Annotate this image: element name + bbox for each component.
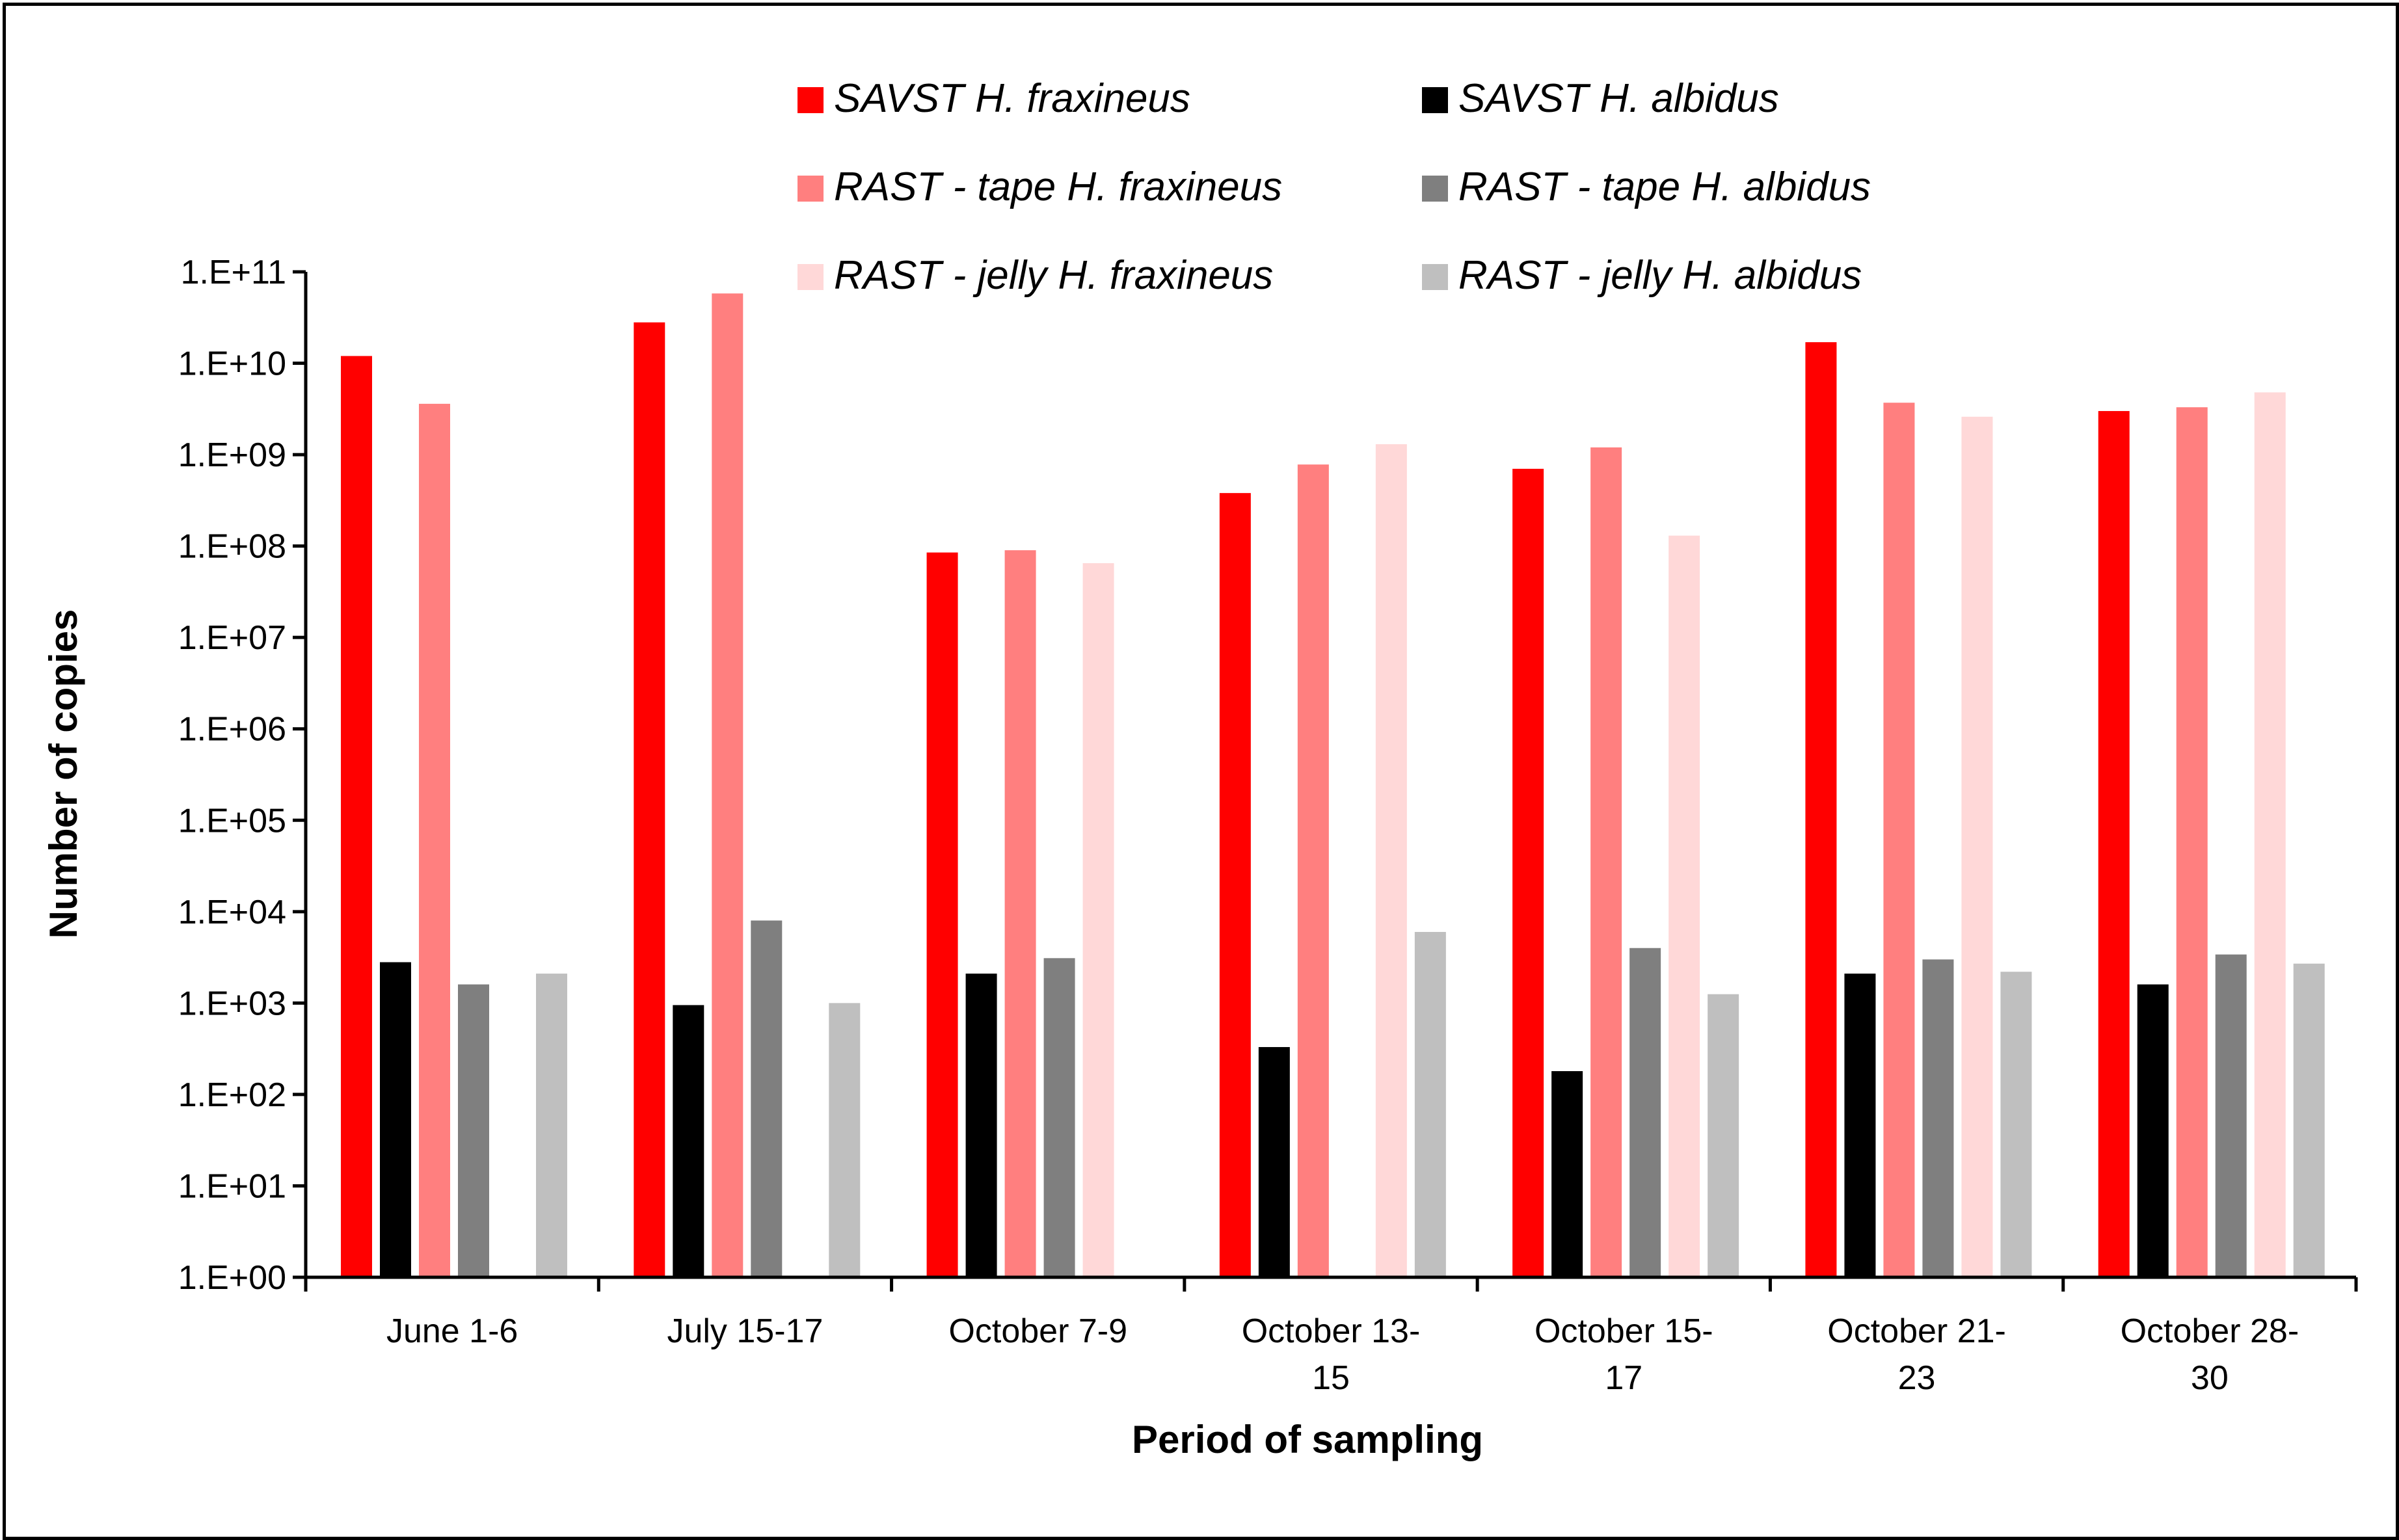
y-tick-label: 1.E+07 [178, 619, 286, 657]
bar [380, 962, 411, 1277]
bar [2000, 972, 2032, 1277]
chart-frame [3, 3, 2399, 1540]
x-tick-label: October 7-9 [948, 1312, 1127, 1350]
bar [634, 322, 665, 1277]
y-tick-label: 1.E+09 [178, 436, 286, 474]
bar [1258, 1047, 1290, 1277]
bar [2254, 392, 2286, 1278]
x-tick-label: October 15-17 [1535, 1312, 1713, 1397]
y-tick-label: 1.E+00 [178, 1259, 286, 1297]
y-tick-label: 1.E+05 [178, 802, 286, 840]
bar [673, 1005, 704, 1277]
legend-label: SAVST H. fraxineus [834, 76, 1190, 121]
bar [1883, 403, 1915, 1278]
bar [1043, 958, 1075, 1277]
y-tick-label: 1.E+06 [178, 711, 286, 749]
legend: SAVST H. fraxineus SAVST H. albidus RAST -… [797, 76, 1871, 298]
x-tick-label: October 21-23 [1827, 1312, 2006, 1397]
legend-swatch [797, 264, 824, 290]
bar [1375, 444, 1407, 1277]
legend-label: RAST - jelly H. albidus [1458, 253, 1862, 298]
bar [1961, 416, 1993, 1277]
bar [1669, 535, 1700, 1278]
x-ticks: June 1-6 July 15-17 October 7-9 October 13-… [304, 1277, 2358, 1397]
y-tick-label: 1.E+11 [181, 254, 286, 291]
legend-label: RAST - tape H. fraxineus [834, 165, 1282, 209]
x-tick-label: June 1-6 [386, 1312, 518, 1350]
legend-label: SAVST H. albidus [1458, 76, 1779, 121]
y-tick-label: 1.E+02 [178, 1076, 286, 1114]
bar [829, 1003, 861, 1277]
bar [712, 293, 744, 1277]
bar [1708, 994, 1739, 1277]
bar [1590, 447, 1622, 1277]
bar [1629, 948, 1661, 1277]
bar [2098, 411, 2130, 1277]
bar [965, 974, 997, 1277]
y-tick-label: 1.E+10 [178, 345, 286, 383]
bar [1844, 974, 1876, 1277]
bar [2293, 963, 2325, 1277]
legend-swatch [797, 176, 824, 202]
legend-swatch [1422, 87, 1448, 113]
y-tick-label: 1.E+01 [178, 1167, 286, 1205]
y-axis-title: Number of copies [42, 609, 85, 939]
legend-label: RAST - jelly H. fraxineus [834, 253, 1273, 298]
y-ticks: 1.E+00 1.E+01 1.E+02 1.E+03 1.E+04 1.E+05 1.E+… [178, 254, 306, 1297]
x-tick-label: October 13-15 [1242, 1312, 1421, 1397]
bar [419, 403, 450, 1277]
y-tick-label: 1.E+04 [178, 894, 286, 931]
bar [458, 984, 489, 1277]
legend-swatch [1422, 176, 1448, 202]
bars [341, 293, 2325, 1278]
bar [751, 920, 783, 1277]
bar [1082, 563, 1114, 1277]
bar [2137, 984, 2169, 1277]
y-tick-label: 1.E+03 [178, 985, 286, 1022]
legend-label: RAST - tape H. albidus [1458, 165, 1871, 209]
legend-swatch [1422, 264, 1448, 290]
legend-swatch [797, 87, 824, 113]
bar [1004, 550, 1036, 1277]
bar [1551, 1071, 1583, 1277]
bar [1297, 464, 1329, 1277]
x-tick-label: July 15-17 [667, 1312, 823, 1350]
bar [1414, 931, 1446, 1277]
bar [341, 356, 372, 1277]
axes [304, 272, 2356, 1279]
bar [1512, 468, 1544, 1277]
x-axis-title: Period of sampling [1132, 1418, 1483, 1461]
bar [926, 552, 958, 1278]
bar [2215, 954, 2247, 1277]
bar [1922, 959, 1954, 1277]
y-tick-label: 1.E+08 [178, 528, 286, 566]
bar [2176, 407, 2208, 1278]
x-tick-label: October 28-30 [2121, 1312, 2299, 1397]
bar [536, 974, 567, 1277]
bar [1805, 342, 1837, 1277]
bar [1219, 493, 1251, 1277]
